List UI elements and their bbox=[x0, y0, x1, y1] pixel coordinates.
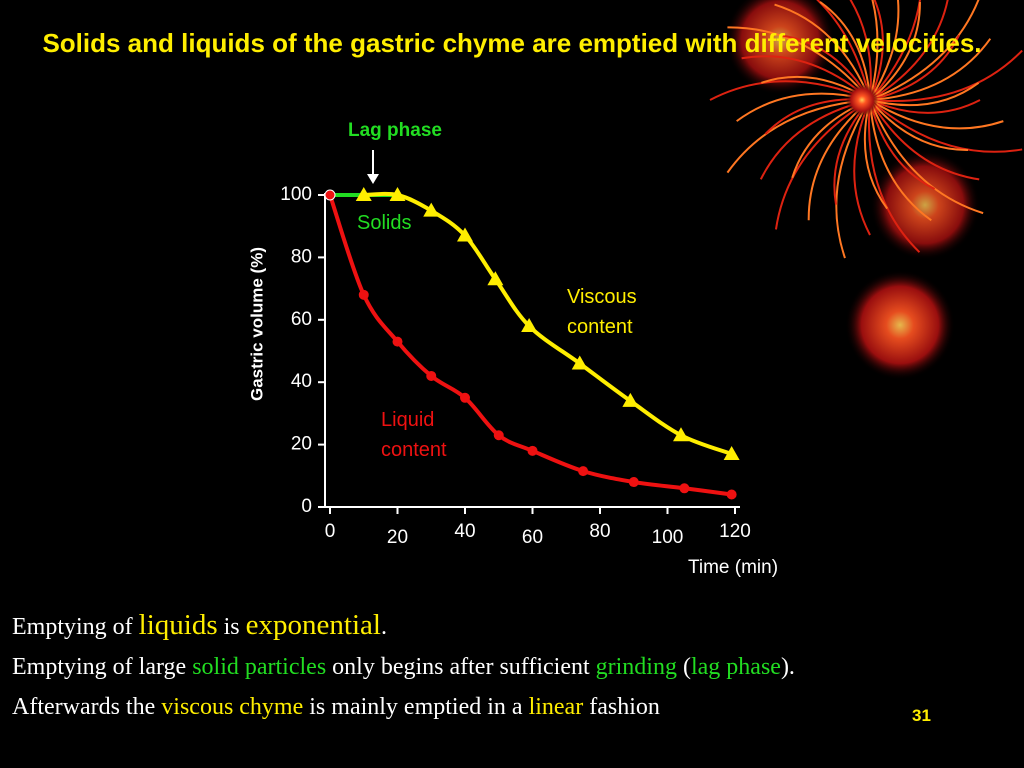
text-span: only begins after sufficient bbox=[326, 654, 596, 680]
text-span: grinding bbox=[595, 654, 677, 680]
marker bbox=[426, 370, 437, 381]
marker bbox=[355, 187, 372, 201]
ray bbox=[869, 0, 879, 101]
ray bbox=[869, 0, 949, 101]
ray bbox=[869, 99, 969, 151]
marker bbox=[679, 483, 690, 494]
y-tick-label: 80 bbox=[291, 246, 312, 267]
y-tick-label: 40 bbox=[291, 371, 312, 392]
marker bbox=[392, 336, 403, 347]
body-text: Emptying of liquids is exponential. Empty… bbox=[12, 605, 972, 727]
marker bbox=[521, 318, 538, 333]
ray bbox=[869, 0, 921, 101]
ray bbox=[774, 99, 871, 230]
x-tick-label: 80 bbox=[589, 521, 610, 542]
ray bbox=[869, 81, 980, 107]
ray bbox=[867, 99, 921, 253]
ray bbox=[816, 0, 871, 101]
marker bbox=[578, 466, 589, 477]
ray bbox=[869, 38, 992, 101]
ray bbox=[869, 99, 936, 190]
ray bbox=[869, 49, 1023, 103]
ray bbox=[869, 99, 932, 222]
text-span: solid particles bbox=[192, 654, 327, 680]
text-span: is mainly emptied in a bbox=[303, 694, 529, 720]
text-span: ). bbox=[780, 654, 795, 680]
ray bbox=[869, 99, 981, 114]
firework-core bbox=[846, 84, 878, 116]
y-tick-label: 100 bbox=[280, 184, 312, 205]
x-tick-label: 120 bbox=[719, 521, 751, 542]
x-tick-label: 100 bbox=[652, 527, 684, 548]
text-span: ( bbox=[676, 654, 691, 680]
x-axis-label: Time (min) bbox=[688, 557, 778, 578]
ray bbox=[869, 99, 980, 181]
text-span: liquids bbox=[138, 609, 218, 641]
ray bbox=[727, 26, 871, 101]
x-tick-label: 20 bbox=[387, 527, 408, 548]
marker bbox=[723, 445, 740, 460]
marker bbox=[726, 489, 737, 500]
y-axis-label: Gastric volume (%) bbox=[247, 247, 266, 401]
text-span: is bbox=[217, 614, 246, 640]
ray bbox=[869, 99, 984, 215]
paragraph: Emptying of large solid particles only b… bbox=[12, 647, 972, 687]
marker bbox=[527, 445, 538, 456]
text-span: lag phase bbox=[690, 654, 781, 680]
page-number: 31 bbox=[912, 706, 931, 725]
decoration bbox=[709, 0, 1023, 380]
lag-phase-label: Lag phase bbox=[348, 120, 442, 141]
annotation: Solids bbox=[357, 212, 412, 234]
marker bbox=[423, 202, 440, 217]
text-span: exponential bbox=[245, 609, 381, 641]
ray bbox=[869, 0, 980, 101]
ray bbox=[774, 3, 871, 101]
ray bbox=[869, 1, 921, 101]
text-span: Emptying of bbox=[12, 614, 139, 640]
marker bbox=[493, 430, 504, 441]
marker bbox=[622, 392, 639, 407]
series-label: Viscous content bbox=[567, 286, 637, 338]
text-span: fashion bbox=[583, 694, 660, 720]
marker bbox=[457, 227, 473, 242]
text-span: . bbox=[380, 614, 387, 640]
marker bbox=[571, 355, 588, 370]
marker bbox=[460, 392, 470, 403]
ray bbox=[869, 34, 960, 101]
marker bbox=[358, 289, 369, 300]
ray bbox=[869, 0, 884, 101]
text-span: linear bbox=[528, 694, 584, 720]
paragraph: Emptying of liquids is exponential. bbox=[12, 605, 972, 647]
text-span: Emptying of large bbox=[12, 654, 193, 680]
y-tick-label: 60 bbox=[291, 309, 312, 330]
ray bbox=[835, 99, 871, 259]
series-line bbox=[363, 191, 733, 456]
marker bbox=[389, 187, 406, 201]
series-label: Liquid content bbox=[381, 409, 447, 461]
ray bbox=[807, 99, 871, 221]
lag-phase-arrowhead bbox=[367, 174, 379, 184]
marker bbox=[673, 427, 689, 442]
slide-title: Solids and liquids of the gastric chyme … bbox=[42, 28, 982, 58]
x-tick-label: 0 bbox=[325, 521, 336, 542]
ray bbox=[869, 99, 1004, 130]
marker bbox=[324, 189, 336, 201]
x-tick-label: 40 bbox=[454, 521, 475, 542]
ray bbox=[869, 0, 900, 101]
x-tick-label: 60 bbox=[522, 527, 543, 548]
ray bbox=[849, 0, 872, 101]
marker bbox=[628, 477, 639, 488]
text-span: Afterwards the bbox=[12, 694, 162, 720]
y-tick-label: 20 bbox=[291, 434, 312, 455]
ray bbox=[869, 99, 1023, 153]
y-tick-label: 0 bbox=[301, 496, 312, 517]
text-span: viscous chyme bbox=[161, 694, 304, 720]
marker bbox=[487, 271, 504, 286]
ray bbox=[853, 99, 871, 236]
paragraph: Afterwards the viscous chyme is mainly e… bbox=[12, 687, 972, 727]
